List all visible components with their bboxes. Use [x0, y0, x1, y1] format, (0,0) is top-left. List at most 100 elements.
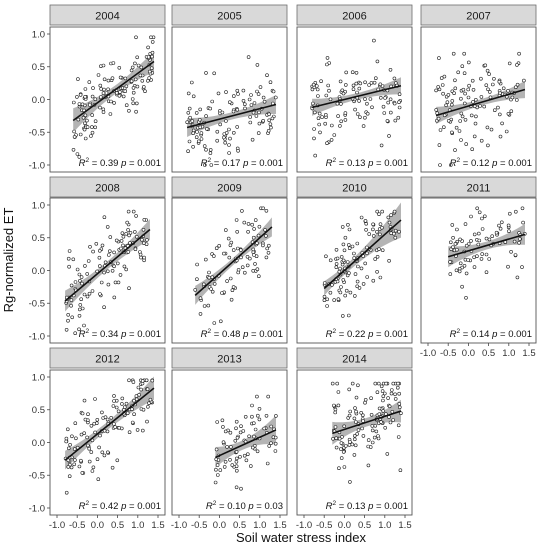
data-point — [365, 101, 369, 106]
data-point — [139, 255, 143, 260]
data-point — [323, 113, 328, 117]
data-point — [69, 465, 74, 470]
data-point — [238, 430, 243, 435]
data-point — [245, 254, 250, 259]
data-point — [202, 304, 207, 308]
data-point — [77, 102, 82, 106]
data-point — [227, 127, 231, 132]
data-point — [266, 129, 271, 133]
data-point — [338, 290, 343, 295]
data-point — [256, 233, 261, 238]
data-point — [127, 430, 132, 435]
data-point — [92, 421, 96, 426]
data-point — [376, 436, 381, 441]
data-point — [342, 424, 347, 429]
data-point — [234, 419, 239, 424]
data-point — [337, 466, 341, 471]
data-point — [126, 228, 130, 232]
data-point — [439, 76, 444, 80]
data-point — [234, 485, 239, 490]
data-point — [233, 438, 238, 443]
data-point — [142, 255, 146, 260]
data-point — [332, 133, 337, 137]
data-point — [517, 237, 522, 241]
data-point — [346, 243, 351, 247]
data-point — [83, 136, 88, 141]
data-point — [358, 81, 363, 86]
data-point — [379, 420, 383, 424]
data-point — [318, 130, 322, 135]
panel-strip — [49, 347, 166, 369]
data-point — [223, 140, 227, 145]
data-point — [483, 63, 488, 68]
data-point — [261, 206, 266, 211]
r2-value: = 0.14 — [460, 329, 492, 340]
data-point — [454, 125, 459, 130]
data-point — [112, 295, 117, 300]
data-point — [513, 253, 518, 257]
data-point — [453, 148, 457, 152]
data-point — [499, 220, 504, 225]
data-point — [359, 266, 364, 271]
data-point — [460, 64, 465, 68]
data-point — [150, 54, 154, 59]
data-point — [313, 153, 318, 158]
data-point — [381, 394, 386, 399]
data-point — [145, 238, 149, 242]
data-point — [134, 35, 138, 40]
data-point — [464, 271, 469, 276]
data-point — [269, 125, 273, 130]
r2-superscript: 2 — [333, 328, 337, 335]
x-tick-label: -0.5 — [191, 520, 207, 531]
data-point — [341, 258, 346, 263]
data-point — [326, 83, 331, 88]
data-point — [132, 412, 136, 417]
data-point — [391, 418, 396, 422]
data-point — [112, 399, 116, 403]
data-point — [334, 265, 339, 270]
data-point — [381, 409, 386, 413]
data-point — [445, 100, 450, 104]
data-point — [98, 105, 102, 110]
data-point — [90, 130, 95, 135]
data-point — [360, 413, 365, 418]
data-point — [204, 71, 208, 75]
data-point — [489, 127, 494, 132]
data-point — [356, 383, 360, 388]
data-point — [472, 134, 477, 139]
data-point — [469, 113, 474, 118]
y-tick-label: 1.0 — [32, 29, 45, 40]
data-point — [127, 109, 131, 113]
data-point — [365, 245, 369, 250]
data-point — [112, 264, 116, 269]
data-point — [348, 290, 353, 295]
data-point — [251, 247, 255, 252]
data-point — [389, 388, 394, 392]
panel-strip-label: 2009 — [217, 183, 241, 195]
data-point — [255, 413, 260, 418]
data-point — [133, 61, 137, 66]
p-symbol: p — [247, 501, 253, 512]
data-point — [396, 115, 401, 120]
data-point — [72, 135, 77, 139]
data-point — [117, 425, 121, 430]
p-value: = 0.001 — [373, 329, 408, 340]
data-point — [210, 99, 214, 104]
data-point — [371, 222, 375, 227]
p-value: = 0.03 — [254, 501, 283, 512]
data-point — [449, 102, 454, 107]
data-point — [273, 441, 278, 446]
data-point — [91, 465, 96, 470]
data-point — [227, 151, 231, 155]
data-point — [198, 296, 203, 301]
stats-annotation: R2 = 0.12 p = 0.001 — [450, 157, 532, 169]
data-point — [64, 436, 69, 441]
data-point — [330, 283, 334, 287]
panel-strip-label: 2007 — [466, 11, 490, 23]
data-point — [216, 473, 220, 477]
data-point — [337, 436, 342, 441]
panel-strip-label: 2008 — [95, 183, 119, 195]
data-point — [198, 125, 202, 130]
panel-2011: 2011 R2 = 0.14 p = 0.001 -1.0 -0.5 0.0 0.5 1.0… — [420, 176, 537, 359]
data-point — [117, 66, 122, 70]
